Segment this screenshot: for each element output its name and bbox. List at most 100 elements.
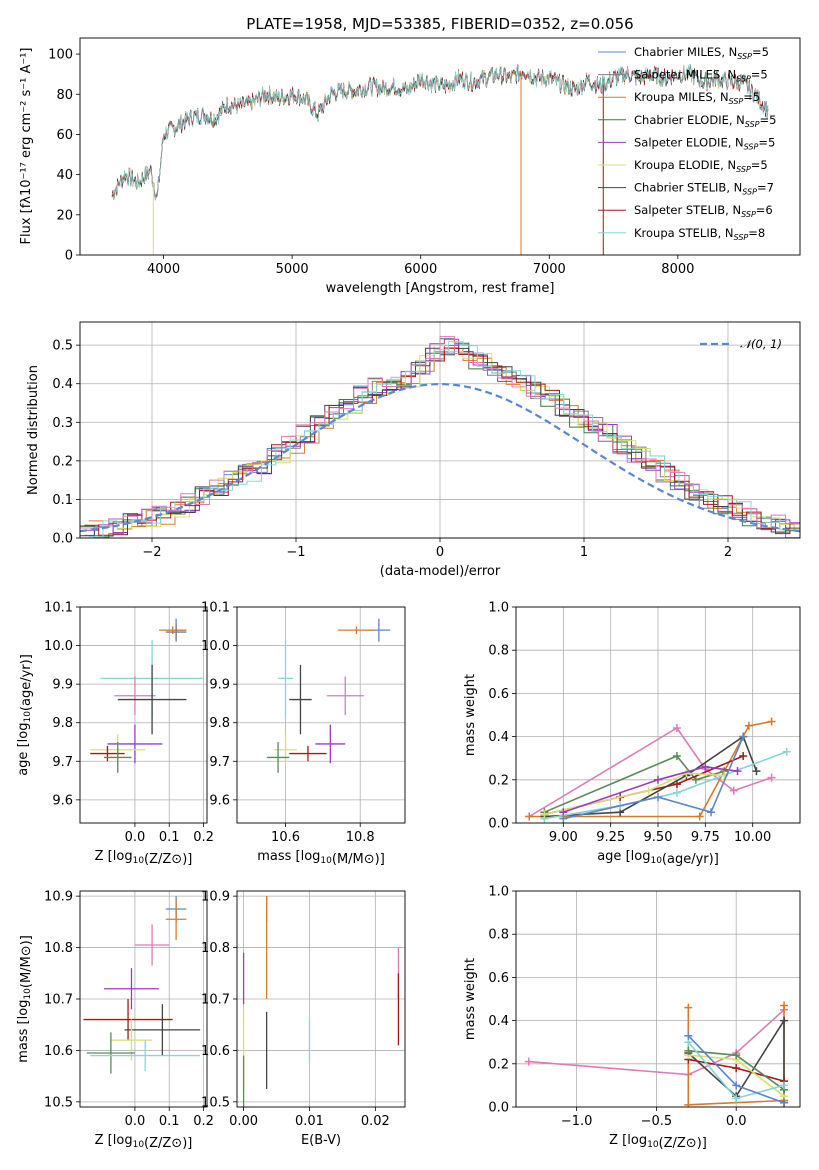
weight-marker: [701, 762, 710, 771]
y-tick-label: 20: [56, 208, 73, 223]
y-tick-label: 9.8: [209, 716, 230, 731]
y-tick-label: 0.4: [488, 730, 509, 745]
x-tick-label: 9.25: [596, 830, 625, 845]
plot-area: [83, 896, 201, 1074]
weight-marker: [684, 1031, 693, 1040]
legend-label: Kroupa ELODIE, NSSP=5: [634, 158, 768, 174]
y-tick-label: 0.2: [488, 1057, 509, 1072]
y-tick-label: 0.8: [488, 928, 509, 943]
y-tick-label: 80: [56, 88, 73, 103]
y-tick-label: 0.0: [52, 532, 73, 547]
chart-age-vs-Z: 0.0 0.1 0.2 9.6 9.7 9.8 9.9 10.0 10.1 Z [log10(Z/…: [16, 601, 214, 868]
y-tick-label: 0: [65, 249, 73, 264]
x-tick-label: 6000: [404, 262, 437, 277]
y-tick-label: 9.6: [52, 793, 73, 808]
x-tick-label: 0: [436, 545, 444, 560]
y-tick-label: 9.6: [209, 793, 230, 808]
weight-marker: [767, 773, 776, 782]
y-axis-label: mass [log10(M/M⊙)]: [16, 935, 34, 1063]
weight-marker: [654, 775, 662, 784]
legend-label: Kroupa STELIB, NSSP=8: [634, 226, 765, 242]
x-axis-label: Z [log10(Z/Z⊙)]: [95, 1133, 193, 1151]
weight-line: [563, 736, 744, 820]
weight-marker: [780, 1001, 789, 1010]
y-axis-label: mass weight: [463, 958, 478, 1040]
x-tick-label: 0.0: [125, 1114, 146, 1129]
y-tick-label: 9.8: [52, 716, 73, 731]
weight-marker: [691, 775, 700, 784]
weight-marker: [540, 810, 549, 819]
weight-marker: [780, 1081, 789, 1090]
plot-area: [111, 63, 769, 255]
weight-marker: [672, 788, 681, 797]
y-tick-label: 10.1: [201, 601, 230, 616]
chart-spectrum: 4000 5000 6000 7000 8000 0 20 40 60 80 100 PLATE=19…: [19, 15, 801, 296]
histogram-step: [88, 348, 800, 532]
x-tick-label: 9.50: [644, 830, 673, 845]
axes-frame: [79, 321, 801, 539]
y-tick-label: 60: [56, 128, 73, 143]
y-tick-label: 1.0: [488, 885, 509, 900]
y-axis-label: Normed distribution: [26, 365, 41, 495]
y-tick-label: 10.5: [201, 1095, 230, 1110]
y-tick-label: 100: [48, 48, 73, 63]
plot-area: [524, 1001, 789, 1107]
x-axis-label: E(B-V): [301, 1133, 341, 1148]
weight-marker: [732, 1064, 741, 1073]
y-tick-label: 0.0: [488, 1101, 509, 1116]
y-tick-label: 0.6: [488, 687, 509, 702]
chart-weight-vs-Z: −1.0 −0.5 0.0 0.0 0.2 0.4 0.6 0.8 1.0 Z [log10(Z/…: [463, 885, 801, 1151]
weight-marker: [525, 812, 534, 821]
legend-label: Salpeter STELIB, NSSP=6: [634, 203, 773, 219]
weight-marker: [767, 717, 776, 726]
y-axis-label: mass weight: [463, 674, 478, 756]
legend-label: 𝒩(0, 1): [740, 337, 782, 351]
y-tick-label: 40: [56, 168, 73, 183]
y-tick-label: 10.1: [44, 601, 73, 616]
y-tick-label: 0.3: [52, 416, 73, 431]
weight-marker: [684, 1003, 693, 1012]
x-axis-label: wavelength [Angstrom, rest frame]: [326, 281, 555, 296]
x-tick-label: 9.75: [691, 830, 720, 845]
chart-weight-vs-age: 9.00 9.25 9.50 9.75 10.00 0.0 0.2 0.4 0.6 0.8 1.0 a…: [463, 601, 801, 867]
weight-line: [544, 772, 725, 816]
axes-frame: [79, 606, 208, 824]
y-tick-label: 10.7: [44, 993, 73, 1008]
legend-label: Salpeter MILES, NSSP=5: [634, 68, 768, 84]
legend-label: Chabrier MILES, NSSP=5: [634, 45, 769, 61]
weight-marker: [684, 1100, 693, 1107]
x-tick-label: 9.00: [549, 830, 578, 845]
legend-label: Chabrier STELIB, NSSP=7: [634, 181, 774, 197]
y-tick-label: 10.6: [44, 1044, 73, 1059]
x-tick-label: 7000: [533, 262, 566, 277]
chart-age-vs-mass: 10.6 10.8 9.6 9.7 9.8 9.9 10.0 10.1 mass [log10(…: [201, 601, 406, 867]
x-tick-label: 0.0: [726, 1114, 747, 1129]
axes-frame: [79, 37, 801, 256]
y-tick-label: 0.5: [52, 339, 73, 354]
x-axis-label: age [log10(age/yr)]: [597, 849, 719, 867]
x-tick-label: 0.00: [229, 1114, 258, 1129]
histogram-step: [84, 345, 800, 537]
x-tick-label: 2: [724, 545, 732, 560]
x-axis-label: (data-model)/error: [380, 564, 501, 579]
axes-frame: [236, 890, 406, 1108]
x-tick-label: 5000: [276, 262, 309, 277]
weight-marker: [654, 793, 662, 802]
x-tick-label: 10.00: [734, 830, 771, 845]
weight-marker: [729, 786, 738, 795]
y-tick-label: 10.9: [201, 890, 230, 905]
histogram-step: [84, 347, 800, 536]
axes-frame: [515, 606, 801, 824]
spectrum-line-kroupa-stelib: [111, 64, 769, 201]
x-tick-label: 10.6: [271, 830, 300, 845]
x-tick-label: 0.02: [361, 1114, 390, 1129]
y-tick-label: 0.2: [52, 454, 73, 469]
y-tick-label: 0.6: [488, 971, 509, 986]
plot-area: [90, 618, 204, 773]
x-tick-label: −1: [286, 545, 305, 560]
weight-marker: [752, 767, 761, 776]
y-tick-label: 9.7: [52, 755, 73, 770]
y-axis-label: age [log10(age/yr)]: [16, 654, 34, 776]
weight-line: [544, 755, 725, 813]
